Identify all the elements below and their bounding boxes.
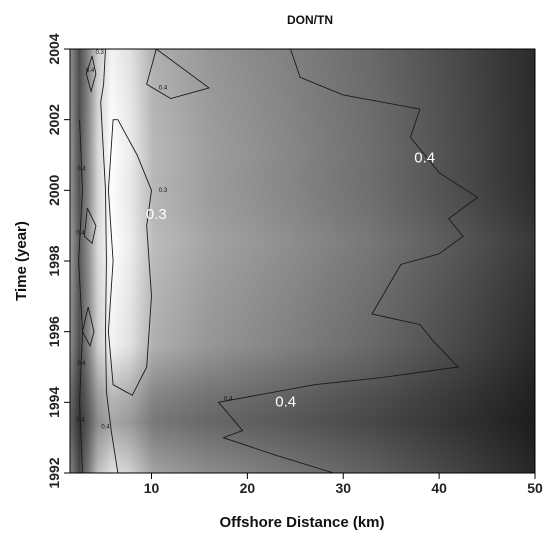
- plot-area: 0.4 0.4 0.3 0.4 0.3 0.4 0.4 0.4 0.4 0.4 0.4 0.3 0.4: [70, 49, 535, 473]
- contour-line-1: [146, 49, 211, 99]
- contour-line-3: [100, 49, 119, 473]
- x-tick-label-0: 10: [144, 480, 160, 496]
- y-axis-title: Time (year): [13, 221, 30, 301]
- y-tick-label-1: 1994: [46, 387, 62, 418]
- x-axis: 10 20 30 40 50: [144, 473, 543, 496]
- contour-line-5: [83, 207, 97, 245]
- y-axis: 1992 1994 1996 1998 2000 2002 2004: [46, 33, 70, 489]
- contour-label-1: 0.3: [146, 206, 167, 223]
- contour-label-5: 0.3: [159, 188, 168, 194]
- x-tick-label-3: 40: [431, 480, 447, 496]
- contour-label-9: 0.4: [76, 230, 85, 236]
- y-tick-label-3: 1998: [46, 245, 62, 276]
- heatmap-time-shading: [70, 49, 535, 473]
- contour-label-12: 0.4: [101, 425, 110, 431]
- y-tick-label-6: 2004: [46, 33, 62, 64]
- contour-line-7: [78, 119, 83, 473]
- contour-label-2: 0.4: [275, 393, 296, 410]
- y-tick-label-0: 1992: [46, 457, 62, 488]
- contour-label-10: 0.4: [77, 361, 86, 367]
- y-tick-label-2: 1996: [46, 316, 62, 347]
- contour-label-0: 0.4: [414, 149, 435, 166]
- contour-label-3: 0.4: [159, 85, 168, 91]
- contour-label-11: 0.4: [76, 418, 85, 424]
- contour-label-4: 0.4: [224, 396, 233, 402]
- contour-label-8: 0.4: [77, 167, 86, 173]
- contour-line-2: [107, 119, 152, 396]
- contour-line-4: [85, 55, 97, 94]
- x-tick-label-2: 30: [335, 480, 351, 496]
- y-tick-label-5: 2002: [46, 104, 62, 135]
- x-tick-label-1: 20: [240, 480, 256, 496]
- chart-title: DON/TN: [287, 13, 333, 27]
- contour-line-0: [217, 49, 479, 473]
- contour-label-7: 0.3: [96, 50, 105, 56]
- contour-line-6: [82, 306, 95, 347]
- y-tick-label-4: 2000: [46, 175, 62, 206]
- x-axis-title: Offshore Distance (km): [219, 514, 384, 531]
- x-tick-label-4: 50: [527, 480, 543, 496]
- contour-label-6: 0.4: [86, 68, 95, 74]
